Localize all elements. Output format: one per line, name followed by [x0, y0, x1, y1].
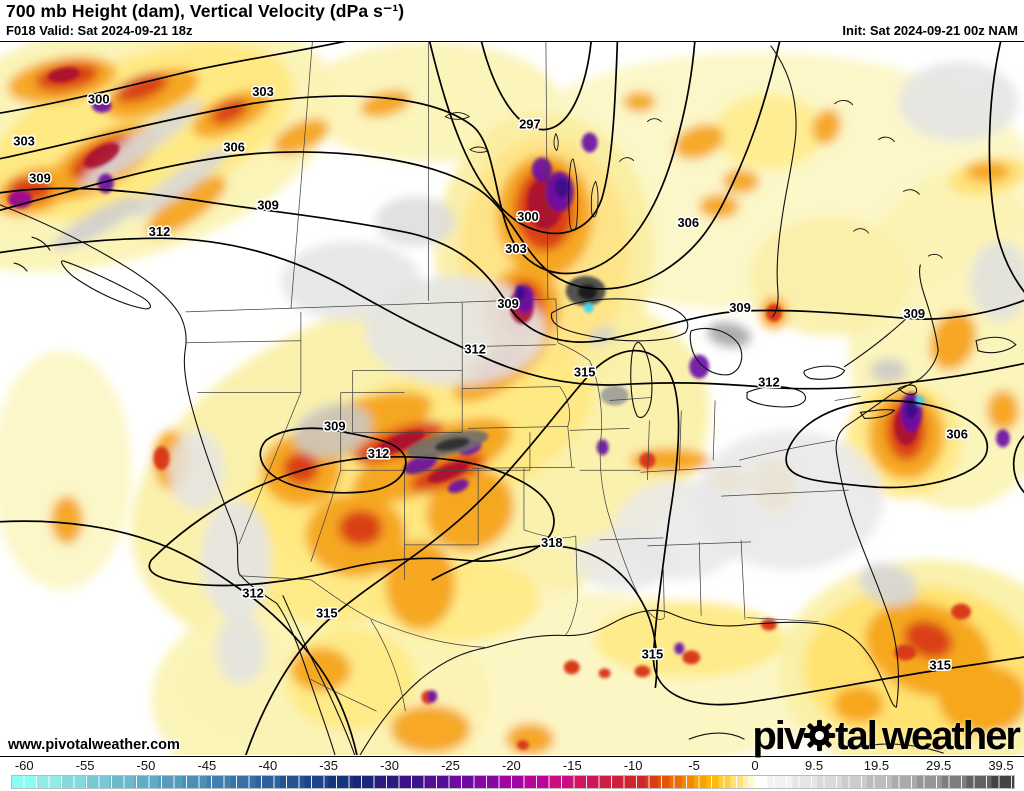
- contour-label: 312: [758, 375, 780, 390]
- colorbar-tick: -55: [75, 758, 95, 773]
- contour-label: 300: [88, 92, 110, 107]
- colorbar-gradient: [11, 775, 1015, 789]
- colorbar-tick: 9.5: [805, 758, 824, 773]
- colorbar-tick: -60: [14, 758, 34, 773]
- contour-label: 306: [946, 426, 968, 441]
- weather-map-svg: 300 303 309 303 306 309 312 297 300 303 306 309 309 3…: [0, 42, 1024, 755]
- contour-label: 309: [729, 300, 751, 315]
- init-time-text: Init: Sat 2024-09-21 00z NAM: [842, 23, 1018, 38]
- contour-label: 306: [223, 140, 245, 155]
- contour-label: 303: [252, 84, 274, 99]
- contour-label: 309: [324, 418, 346, 433]
- contour-label: 312: [242, 586, 264, 601]
- contour-label: 315: [316, 606, 338, 621]
- header: 700 mb Height (dam), Vertical Velocity (…: [0, 0, 1024, 41]
- colorbar-tick: -10: [623, 758, 643, 773]
- height-contours-layer: [0, 42, 1024, 755]
- colorbar-tick: 19.5: [863, 758, 890, 773]
- colorbar-cell-separators: [12, 776, 1014, 788]
- contour-label: 309: [29, 170, 51, 185]
- velocity-field-layer: [0, 42, 1024, 755]
- colorbar-tick: -45: [197, 758, 217, 773]
- colorbar-tick: -30: [380, 758, 399, 773]
- map-canvas: 300 303 309 303 306 309 312 297 300 303 306 309 309 3…: [0, 41, 1024, 757]
- logo-text-piv: piv: [752, 714, 806, 758]
- colorbar-tick-labels: -60 -55 -50 -45 -40 -35 -30 -25 -20 -15 -10 -5 0 9.5 1…: [12, 758, 1014, 774]
- contour-label: 312: [149, 224, 171, 239]
- colorbar-tick: -15: [562, 758, 582, 773]
- contour-label: 315: [574, 365, 596, 380]
- colorbar-tick: -35: [319, 758, 339, 773]
- contour-label: 312: [464, 342, 486, 357]
- colorbar-tick: -25: [441, 758, 460, 773]
- pivotal-weather-logo: piv tal weather: [752, 714, 1021, 758]
- colorbar-tick: -20: [501, 758, 521, 773]
- contour-labels: 300 303 309 303 306 309 312 297 300 303 306 309 309 3…: [12, 82, 970, 674]
- colorbar-tick: 39.5: [988, 758, 1014, 773]
- colorbar-tick: -40: [258, 758, 278, 773]
- contour-label: 315: [929, 657, 951, 672]
- colorbar-tick: 29.5: [925, 758, 952, 773]
- contour-label: 309: [904, 306, 926, 321]
- page-title: 700 mb Height (dam), Vertical Velocity (…: [6, 1, 405, 21]
- contour-label: 303: [505, 241, 527, 256]
- watermark-url: www.pivotalweather.com: [8, 737, 180, 753]
- contour-label: 309: [257, 197, 279, 212]
- contour-label: 315: [642, 646, 664, 661]
- contour-label: 309: [497, 296, 519, 311]
- logo-text-tal: tal: [835, 714, 878, 758]
- valid-time-text: F018 Valid: Sat 2024-09-21 18z: [6, 23, 193, 38]
- contour-label: 312: [368, 446, 390, 461]
- gear-icon: [803, 719, 836, 752]
- contour-label: 297: [519, 117, 541, 132]
- contour-label: 306: [677, 215, 699, 230]
- logo-text-weather: weather: [881, 714, 1021, 758]
- contour-label: 300: [517, 209, 539, 224]
- colorbar-tick: 0: [751, 758, 759, 773]
- contour-label: 303: [13, 134, 35, 149]
- colorbar-tick: -50: [136, 758, 156, 773]
- contour-label: 318: [541, 535, 563, 550]
- colorbar-tick: -5: [688, 758, 700, 773]
